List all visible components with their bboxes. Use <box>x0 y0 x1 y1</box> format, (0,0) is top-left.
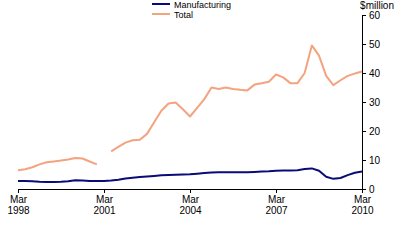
y-tick-mark <box>362 102 366 103</box>
y-axis: 0 10 20 30 40 50 60 <box>362 10 381 195</box>
x-tick-label: Mar2010 <box>351 194 374 216</box>
y-axis-title: $million <box>360 0 394 11</box>
series-line <box>18 168 362 182</box>
x-tick-mark <box>190 189 191 193</box>
y-tick: 20 <box>362 126 381 137</box>
x-axis-line <box>19 190 363 194</box>
x-tick: Mar1998 <box>7 189 30 216</box>
legend-swatch <box>152 3 170 5</box>
chart: Mar1998 Mar2001 Mar2004 Mar2007 Mar20100 10 20… <box>0 0 397 227</box>
x-tick-mark <box>18 189 19 193</box>
y-tick-mark <box>362 131 366 132</box>
y-tick-mark <box>362 44 366 45</box>
y-tick-label: 50 <box>369 39 381 50</box>
y-tick: 50 <box>362 39 381 50</box>
legend-label: Total <box>174 10 193 20</box>
x-tick-label: Mar2007 <box>265 194 288 216</box>
y-tick-label: 40 <box>369 68 381 79</box>
y-tick-label: 60 <box>369 10 381 21</box>
y-tick: 30 <box>362 97 381 108</box>
y-tick-label: 10 <box>369 155 381 166</box>
x-tick-mark <box>104 189 105 193</box>
y-tick: 60 <box>362 10 381 21</box>
x-tick-label: Mar1998 <box>7 194 30 216</box>
y-tick: 10 <box>362 155 381 166</box>
y-tick-mark <box>362 160 366 161</box>
y-tick-label: 20 <box>369 126 381 137</box>
x-tick: Mar2001 <box>93 189 116 216</box>
x-tick-label: Mar2004 <box>179 194 202 216</box>
legend-swatch <box>152 13 170 15</box>
y-tick-label: 30 <box>369 97 381 108</box>
x-tick-mark <box>276 189 277 193</box>
y-tick-mark <box>362 73 366 74</box>
y-tick: 0 <box>362 184 375 195</box>
y-tick-mark <box>362 189 366 190</box>
y-tick: 40 <box>362 68 381 79</box>
x-tick-label: Mar2001 <box>93 194 116 216</box>
series-line <box>18 45 362 170</box>
legend: ManufacturingTotal <box>152 0 231 20</box>
x-tick: Mar2007 <box>265 189 288 216</box>
y-tick-label: 0 <box>369 184 375 195</box>
x-tick: Mar2004 <box>179 189 202 216</box>
y-tick-mark <box>362 15 366 16</box>
legend-label: Manufacturing <box>174 0 231 10</box>
y-axis-line <box>363 16 367 190</box>
plot-area <box>18 45 362 182</box>
x-axis: Mar1998 Mar2001 Mar2004 Mar2007 Mar2010 <box>7 189 374 216</box>
